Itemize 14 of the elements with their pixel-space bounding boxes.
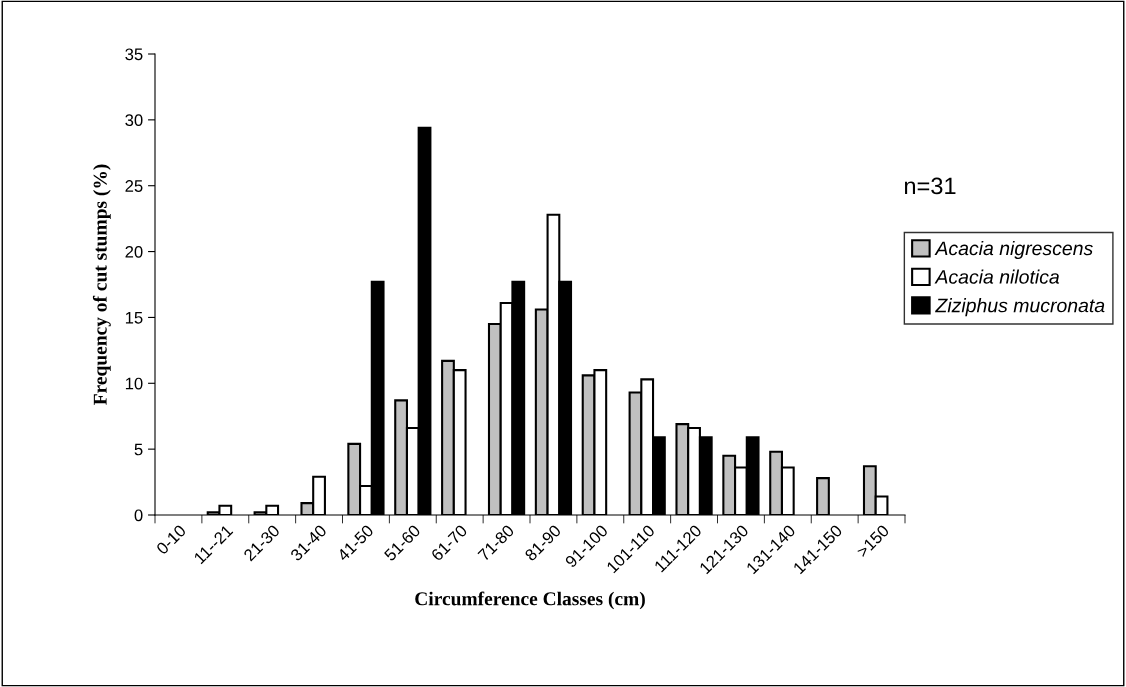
y-tick-label: 10: [125, 377, 143, 390]
y-tick-label: 20: [125, 245, 143, 258]
y-tick-label: 30: [125, 114, 143, 127]
legend-label: Ziziphus mucronata: [935, 298, 1105, 317]
annotation: n=31: [904, 177, 956, 195]
y-tick-label: 35: [125, 48, 143, 61]
y-tick-label: 5: [134, 443, 143, 456]
y-tick-label: 15: [125, 312, 143, 324]
x-axis-title: Circumference Classes (cm): [415, 591, 645, 610]
y-axis-title: Frequency of cut stumps (%): [92, 164, 111, 405]
y-tick-label: 0: [134, 509, 143, 522]
y-tick-label: 25: [125, 180, 143, 192]
legend-label: Acacia nigrescens: [934, 240, 1093, 260]
legend-label: Acacia nilotica: [934, 269, 1060, 284]
